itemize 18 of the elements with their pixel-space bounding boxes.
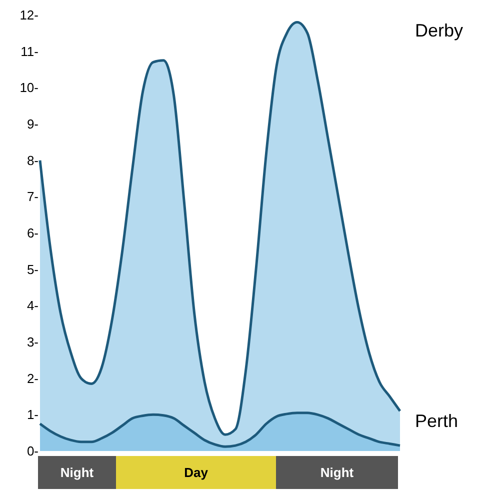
y-tick-label: 4-: [26, 298, 38, 314]
text: Night: [60, 465, 94, 480]
y-tick-label: 11-: [20, 44, 38, 59]
text: Day: [184, 465, 209, 480]
y-tick-label: 5-: [26, 262, 38, 277]
y-tick-label: 12-: [20, 8, 38, 22]
series-label: Perth: [415, 410, 458, 431]
y-tick-label: 6-: [26, 226, 38, 240]
y-tick-label: 8-: [26, 152, 38, 168]
y-tick-label: 9-: [26, 116, 38, 132]
text: Night: [320, 465, 354, 480]
y-tick-label: 2-: [26, 370, 38, 386]
y-tick-label: 7-: [26, 189, 38, 204]
y-tick-label: 3-: [26, 334, 38, 350]
y-tick-label: 10-: [20, 80, 38, 96]
y-tick-label: 1-: [26, 407, 38, 422]
y-tick-label: 0-: [26, 444, 38, 458]
text: Derby: [415, 20, 464, 40]
